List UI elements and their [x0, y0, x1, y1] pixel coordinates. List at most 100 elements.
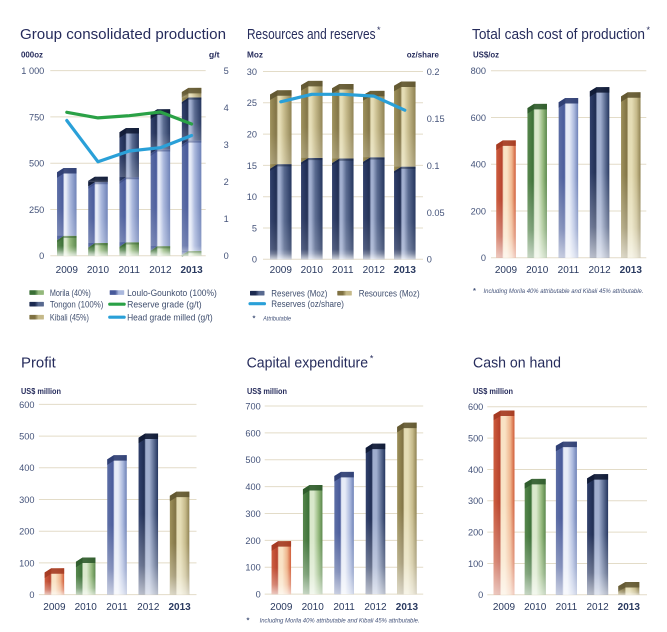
svg-text:US$ million: US$ million — [21, 387, 61, 396]
svg-text:1: 1 — [224, 214, 229, 224]
svg-text:15: 15 — [247, 161, 257, 171]
svg-text:400: 400 — [468, 465, 483, 475]
svg-text:Capital expenditure: Capital expenditure — [247, 355, 369, 372]
svg-text:300: 300 — [245, 509, 260, 519]
svg-text:2012: 2012 — [588, 265, 611, 276]
svg-text:g/t: g/t — [209, 51, 220, 60]
svg-text:400: 400 — [471, 160, 486, 170]
svg-text:300: 300 — [19, 495, 34, 505]
svg-text:Resources (Moz): Resources (Moz) — [359, 289, 420, 299]
svg-text:100: 100 — [19, 558, 34, 568]
svg-text:000oz: 000oz — [21, 51, 43, 60]
svg-text:Resources and reserves: Resources and reserves — [247, 26, 376, 43]
svg-text:Total cash cost of production: Total cash cost of production — [472, 26, 645, 43]
svg-text:US$/oz: US$/oz — [473, 51, 499, 60]
svg-text:2010: 2010 — [301, 265, 324, 276]
svg-text:2012: 2012 — [586, 602, 609, 613]
svg-text:600: 600 — [471, 113, 486, 123]
svg-text:2009: 2009 — [56, 265, 79, 276]
svg-text:200: 200 — [468, 528, 483, 538]
svg-text:0.15: 0.15 — [427, 114, 445, 124]
svg-text:2013: 2013 — [180, 265, 203, 276]
svg-text:2010: 2010 — [75, 602, 98, 613]
svg-text:Loulo-Gounkoto (100%): Loulo-Gounkoto (100%) — [127, 288, 217, 298]
svg-text:2011: 2011 — [333, 602, 355, 613]
svg-text:5: 5 — [224, 66, 229, 76]
svg-text:2013: 2013 — [394, 265, 417, 276]
svg-text:2009: 2009 — [270, 602, 293, 613]
svg-text:Head grade milled (g/t): Head grade milled (g/t) — [127, 313, 213, 323]
svg-text:Reserves (oz/share): Reserves (oz/share) — [271, 299, 344, 309]
svg-text:2010: 2010 — [87, 265, 110, 276]
svg-text:2013: 2013 — [620, 265, 643, 276]
svg-text:Reserves (Moz): Reserves (Moz) — [271, 289, 327, 299]
svg-text:200: 200 — [19, 527, 34, 537]
svg-text:0.2: 0.2 — [427, 67, 440, 77]
svg-text:600: 600 — [19, 400, 34, 410]
svg-text:2011: 2011 — [558, 265, 580, 276]
svg-text:2013: 2013 — [618, 602, 641, 613]
svg-text:US$ million: US$ million — [473, 387, 513, 396]
svg-text:25: 25 — [247, 98, 257, 108]
svg-text:0: 0 — [29, 590, 34, 600]
svg-text:30: 30 — [247, 67, 257, 77]
svg-text:Including Morila 40% attributa: Including Morila 40% attributable and Ki… — [484, 288, 644, 295]
svg-text:500: 500 — [19, 432, 34, 442]
svg-text:2013: 2013 — [396, 602, 419, 613]
svg-text:2009: 2009 — [43, 602, 66, 613]
svg-text:20: 20 — [247, 130, 257, 140]
svg-text:Kibali (45%): Kibali (45%) — [50, 313, 89, 323]
svg-text:2011: 2011 — [332, 265, 354, 276]
svg-text:0: 0 — [481, 253, 486, 263]
svg-text:3: 3 — [224, 140, 229, 150]
svg-text:Including Morila 40% attributa: Including Morila 40% attributable and Ki… — [260, 618, 420, 625]
svg-text:500: 500 — [245, 455, 260, 465]
svg-text:Moz: Moz — [247, 51, 263, 60]
svg-text:800: 800 — [471, 66, 486, 76]
svg-text:500: 500 — [29, 159, 44, 169]
svg-text:200: 200 — [245, 536, 260, 546]
svg-text:2012: 2012 — [137, 602, 160, 613]
svg-text:oz/share: oz/share — [407, 51, 440, 60]
svg-text:750: 750 — [29, 112, 44, 122]
svg-text:Morila (40%): Morila (40%) — [50, 288, 91, 298]
svg-text:Reserve grade (g/t): Reserve grade (g/t) — [127, 300, 202, 310]
svg-text:Attributable: Attributable — [262, 315, 291, 322]
svg-text:100: 100 — [245, 563, 260, 573]
svg-text:*: * — [647, 25, 651, 35]
svg-text:0: 0 — [39, 251, 44, 261]
svg-text:2009: 2009 — [493, 602, 516, 613]
svg-text:4: 4 — [224, 103, 229, 113]
svg-text:*: * — [473, 286, 476, 295]
svg-text:5: 5 — [252, 223, 257, 233]
svg-text:Tongon (100%): Tongon (100%) — [50, 300, 104, 310]
svg-text:*: * — [370, 354, 374, 364]
svg-text:2011: 2011 — [106, 602, 128, 613]
svg-text:*: * — [377, 25, 381, 35]
svg-text:400: 400 — [19, 463, 34, 473]
svg-text:200: 200 — [471, 206, 486, 216]
svg-text:0.1: 0.1 — [427, 161, 440, 171]
svg-text:400: 400 — [245, 482, 260, 492]
svg-text:0: 0 — [224, 251, 229, 261]
svg-text:2010: 2010 — [302, 602, 325, 613]
svg-text:700: 700 — [245, 401, 260, 411]
svg-text:0: 0 — [252, 255, 257, 265]
svg-text:0: 0 — [478, 590, 483, 600]
svg-text:600: 600 — [468, 402, 483, 412]
svg-text:*: * — [253, 313, 256, 322]
svg-text:Cash on hand: Cash on hand — [473, 355, 561, 372]
svg-text:*: * — [247, 616, 250, 625]
svg-text:2: 2 — [224, 177, 229, 187]
svg-text:500: 500 — [468, 434, 483, 444]
svg-text:2012: 2012 — [363, 265, 386, 276]
svg-text:2010: 2010 — [526, 265, 549, 276]
svg-text:2009: 2009 — [495, 265, 518, 276]
svg-text:US$ million: US$ million — [247, 387, 287, 396]
svg-text:10: 10 — [247, 192, 257, 202]
svg-text:300: 300 — [468, 496, 483, 506]
svg-text:2011: 2011 — [118, 265, 140, 276]
svg-text:2011: 2011 — [556, 602, 578, 613]
svg-text:0: 0 — [427, 255, 432, 265]
svg-text:2009: 2009 — [270, 265, 293, 276]
